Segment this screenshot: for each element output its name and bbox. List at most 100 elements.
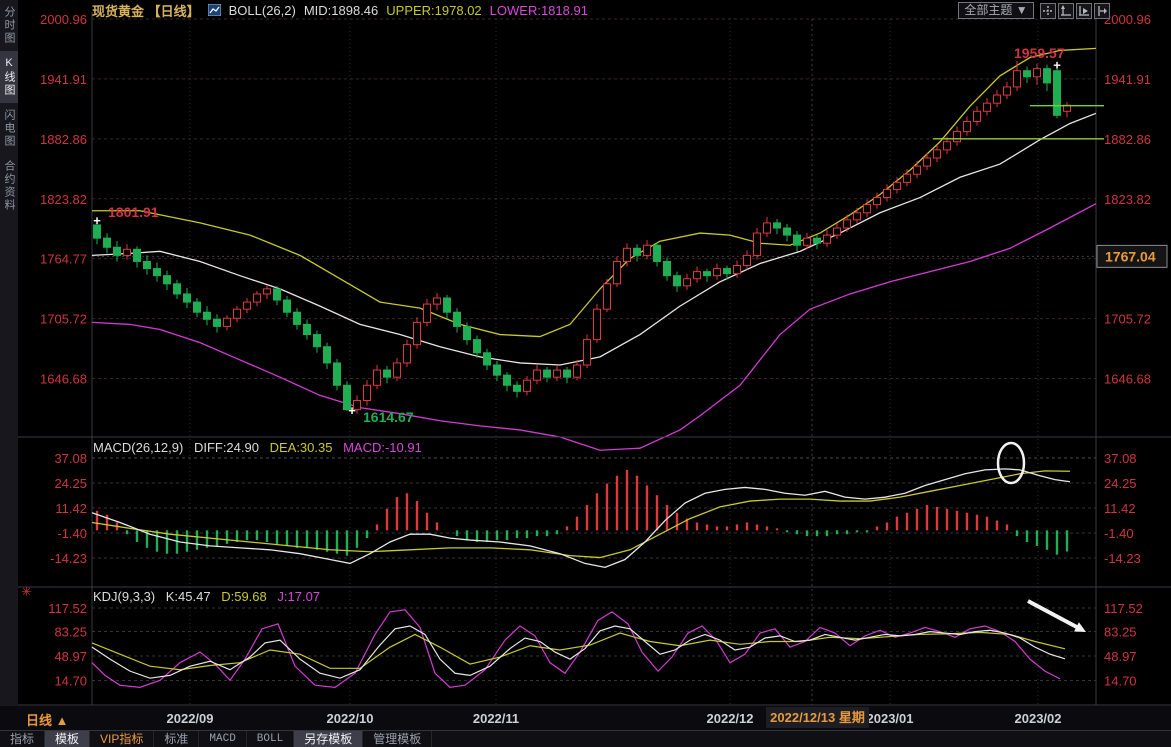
main-axis-label-left: 1646.68 bbox=[40, 372, 87, 387]
extreme-plus-marker: + bbox=[348, 403, 356, 418]
candlestick-up bbox=[993, 89, 1001, 108]
kdj-axis-label-left: 83.25 bbox=[54, 625, 87, 640]
candlestick-down bbox=[183, 287, 191, 309]
main-axis-label-right: 1705.72 bbox=[1104, 312, 1151, 327]
kdj-axis-label-left: 48.97 bbox=[54, 649, 87, 664]
candlestick-up bbox=[983, 98, 991, 116]
macd-axis-label-left: 37.08 bbox=[54, 451, 87, 466]
candlestick-down bbox=[113, 241, 121, 262]
candlestick-down bbox=[283, 295, 291, 318]
tab-标准[interactable]: 标准 bbox=[154, 731, 200, 747]
pan-right-icon[interactable] bbox=[1094, 3, 1110, 19]
candlestick-up bbox=[413, 317, 421, 349]
tab-另存模板[interactable]: 另存模板 bbox=[294, 731, 364, 747]
theme-dropdown-button[interactable]: 全部主题 ▼ bbox=[958, 2, 1034, 19]
candlestick-down bbox=[513, 381, 521, 398]
tab-模板[interactable]: 模板 bbox=[45, 731, 91, 747]
candlestick-down bbox=[1043, 64, 1051, 92]
date-label: 2023/02 bbox=[1014, 711, 1062, 726]
kdj-axis-label-left: 14.70 bbox=[54, 674, 87, 689]
macd-params-label: MACD(26,12,9) bbox=[93, 440, 184, 455]
candlestick-up bbox=[263, 284, 271, 300]
kdj-axis-label-right: 117.52 bbox=[1104, 601, 1143, 616]
time-axis-row: 日线 ▲ 2022/09 2022/10 2022/11 2022/12 2023/01… bbox=[0, 706, 1171, 746]
sidebar-item-contract-info[interactable]: 合约资料 bbox=[3, 160, 15, 212]
candlestick-down bbox=[303, 319, 311, 340]
kdj-params-label: KDJ(9,3,3) bbox=[93, 589, 156, 604]
candlestick-up bbox=[903, 169, 911, 187]
candlestick-down bbox=[193, 298, 201, 318]
crosshair-tool-icon[interactable] bbox=[1040, 3, 1056, 19]
kdj-header: KDJ(9,3,3) K:45.47 D:59.68 J:17.07 bbox=[93, 589, 327, 604]
candlestick-up bbox=[533, 364, 541, 385]
macd-axis-label-right: -1.40 bbox=[1104, 526, 1134, 541]
boll-lower-line bbox=[91, 203, 1097, 451]
candlestick-up bbox=[863, 199, 871, 217]
candlestick-up bbox=[523, 376, 531, 396]
candlestick-down bbox=[143, 255, 151, 275]
candlestick-up bbox=[743, 250, 751, 270]
kdj-axis-label-right: 48.97 bbox=[1104, 649, 1137, 664]
tab-BOLL[interactable]: BOLL bbox=[247, 731, 295, 747]
sidebar-item-time-chart[interactable]: 分时图 bbox=[3, 6, 15, 45]
period-selector-button[interactable]: 日线 ▲ bbox=[26, 713, 69, 728]
macd-axis-label-left: 11.42 bbox=[55, 501, 87, 516]
candlestick-up bbox=[833, 222, 841, 240]
main-axis-label-left: 1705.72 bbox=[40, 312, 87, 327]
sidebar-item-lightning-chart[interactable]: 闪电图 bbox=[3, 109, 15, 148]
candlestick-up bbox=[353, 395, 361, 414]
candlestick-up bbox=[873, 192, 881, 209]
candlestick-down bbox=[173, 279, 181, 300]
macd-dea-line bbox=[91, 470, 1071, 559]
candlestick-up bbox=[243, 298, 251, 314]
extreme-plus-marker: + bbox=[93, 213, 101, 228]
kdj-axis-label-left: 117.52 bbox=[48, 601, 87, 616]
tab-指标[interactable]: 指标 bbox=[0, 731, 46, 747]
tab-MACD[interactable]: MACD bbox=[199, 731, 247, 747]
main-axis-label-left: 1764.77 bbox=[40, 252, 87, 267]
candlestick-down bbox=[793, 231, 801, 252]
crosshair-price-badge bbox=[1096, 244, 1168, 268]
candlestick-up bbox=[753, 227, 761, 260]
candlestick-up bbox=[693, 266, 701, 283]
arrow-annotation bbox=[1027, 599, 1079, 630]
candlestick-up bbox=[223, 315, 231, 331]
candlestick-up bbox=[583, 334, 591, 369]
macd-diff-line bbox=[91, 468, 1071, 569]
crosshair-price-value: 1767.04 bbox=[1105, 248, 1156, 264]
chart-type-icon bbox=[207, 3, 222, 17]
date-label: 2022/12 bbox=[706, 711, 754, 726]
candlestick-up bbox=[953, 126, 961, 146]
tab-VIP指标[interactable]: VIP指标 bbox=[90, 731, 155, 747]
candlestick-up bbox=[613, 256, 621, 287]
price-annotation-1614: 1614.67 bbox=[363, 409, 414, 425]
candlestick-up bbox=[123, 244, 131, 260]
candlestick-down bbox=[313, 330, 321, 353]
candlestick-up bbox=[1013, 60, 1021, 92]
tab-管理模板[interactable]: 管理模板 bbox=[363, 731, 433, 747]
candlestick-up bbox=[943, 136, 951, 154]
y-axis-zoom-icon[interactable] bbox=[1058, 3, 1074, 19]
candlestick-down bbox=[163, 270, 171, 290]
chart-canvas[interactable]: 2000.96 2000.96 1941.91 1941.91 1882.86 1882.… bbox=[0, 0, 1171, 706]
macd-axis-label-right: 24.25 bbox=[1104, 476, 1137, 491]
candlestick-down bbox=[213, 314, 221, 333]
kdj-j-value: J:17.07 bbox=[277, 589, 321, 604]
candlestick-down bbox=[703, 268, 711, 282]
candlestick-up bbox=[623, 243, 631, 267]
x-axis-zoom-icon[interactable] bbox=[1076, 3, 1092, 19]
candlestick-down bbox=[463, 322, 471, 345]
candlestick-up bbox=[233, 306, 241, 323]
main-axis-label-right: 1941.91 bbox=[1104, 72, 1151, 87]
macd-header: MACD(26,12,9) DIFF:24.90 DEA:30.35 MACD:… bbox=[93, 440, 429, 455]
candlestick-up bbox=[1003, 81, 1011, 100]
macd-axis-label-right: 11.42 bbox=[1104, 501, 1136, 516]
sidebar-item-kline-chart[interactable]: K线图 bbox=[0, 51, 18, 103]
candlestick-up bbox=[923, 152, 931, 171]
candlestick-up bbox=[933, 144, 941, 163]
candlestick-up bbox=[713, 263, 721, 280]
candlestick-down bbox=[543, 367, 551, 383]
main-axis-label-left: 1882.86 bbox=[40, 132, 87, 147]
boll-params-label: BOLL(26,2) bbox=[228, 2, 296, 18]
